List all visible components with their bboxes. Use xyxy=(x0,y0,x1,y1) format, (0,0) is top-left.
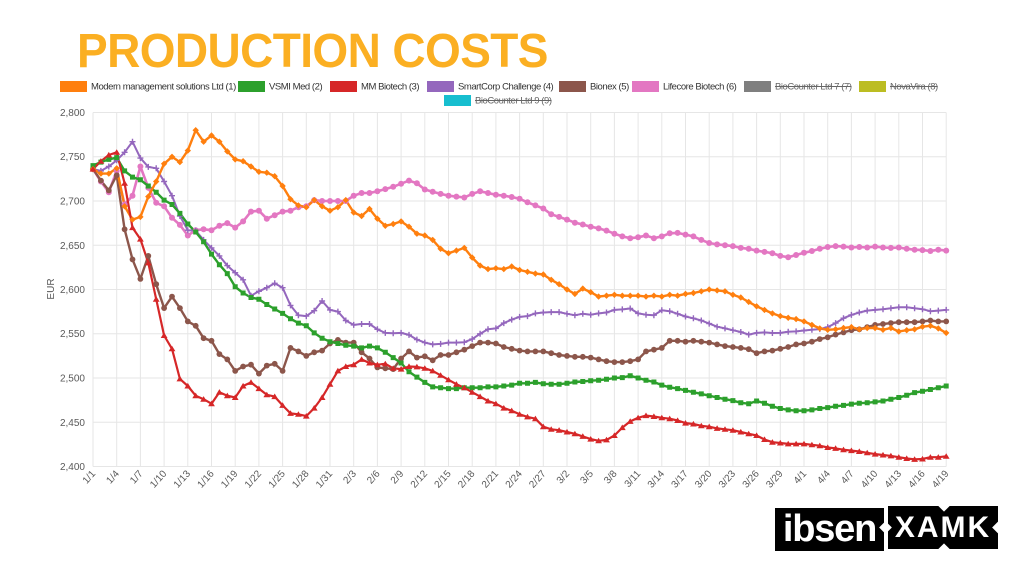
svg-text:4/10: 4/10 xyxy=(859,468,880,490)
svg-text:4/4: 4/4 xyxy=(815,468,833,486)
svg-text:3/26: 3/26 xyxy=(741,468,762,490)
svg-text:4/1: 4/1 xyxy=(792,468,810,486)
svg-text:1/28: 1/28 xyxy=(290,468,311,490)
svg-text:3/11: 3/11 xyxy=(623,468,644,490)
svg-text:3/17: 3/17 xyxy=(670,468,691,490)
svg-text:3/5: 3/5 xyxy=(578,468,596,486)
svg-text:3/14: 3/14 xyxy=(646,468,667,490)
svg-text:3/23: 3/23 xyxy=(717,468,738,490)
svg-text:3/8: 3/8 xyxy=(602,468,620,486)
svg-text:2,550: 2,550 xyxy=(60,329,85,340)
svg-text:1/4: 1/4 xyxy=(104,468,122,486)
svg-text:EUR: EUR xyxy=(46,278,57,299)
svg-text:3/20: 3/20 xyxy=(693,468,714,490)
svg-text:4/19: 4/19 xyxy=(930,468,951,490)
svg-text:1/13: 1/13 xyxy=(172,468,193,490)
svg-text:2/9: 2/9 xyxy=(389,468,407,486)
svg-text:2/24: 2/24 xyxy=(504,468,525,490)
svg-text:1/19: 1/19 xyxy=(219,468,240,490)
svg-text:2,450: 2,450 xyxy=(60,418,85,429)
svg-text:4/13: 4/13 xyxy=(883,468,904,490)
svg-text:2/18: 2/18 xyxy=(456,468,477,490)
svg-text:1/7: 1/7 xyxy=(128,468,146,486)
svg-text:2,800: 2,800 xyxy=(60,108,85,119)
svg-text:2/27: 2/27 xyxy=(527,468,548,490)
svg-text:2,400: 2,400 xyxy=(60,462,85,473)
svg-text:1/10: 1/10 xyxy=(148,468,169,490)
svg-text:4/16: 4/16 xyxy=(907,468,928,490)
svg-text:3/2: 3/2 xyxy=(555,468,573,486)
svg-text:2,650: 2,650 xyxy=(60,241,85,252)
svg-text:4/7: 4/7 xyxy=(839,468,857,486)
svg-text:2/12: 2/12 xyxy=(409,468,430,490)
svg-text:2,700: 2,700 xyxy=(60,197,85,208)
svg-text:2,500: 2,500 xyxy=(60,374,85,385)
svg-text:3/29: 3/29 xyxy=(764,468,785,490)
svg-text:2/15: 2/15 xyxy=(433,468,454,490)
svg-text:1/16: 1/16 xyxy=(196,468,217,490)
svg-text:1/31: 1/31 xyxy=(314,468,335,490)
svg-text:2/6: 2/6 xyxy=(365,468,383,486)
svg-text:1/22: 1/22 xyxy=(243,468,264,490)
svg-text:2,600: 2,600 xyxy=(60,285,85,296)
svg-text:2,750: 2,750 xyxy=(60,152,85,163)
svg-text:1/25: 1/25 xyxy=(267,468,288,490)
svg-text:2/3: 2/3 xyxy=(341,468,359,486)
svg-text:2/21: 2/21 xyxy=(480,468,501,490)
